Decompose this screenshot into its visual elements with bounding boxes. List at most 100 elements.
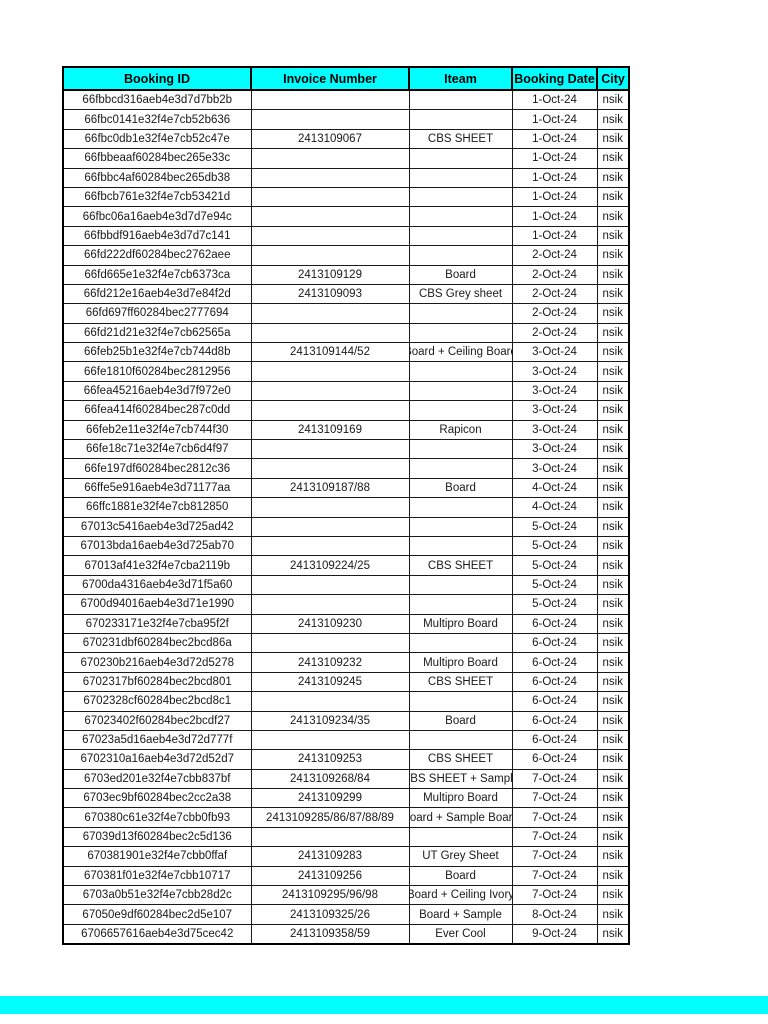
- cell-text: 2-Oct-24: [532, 326, 577, 339]
- cell-invoice-number: 2413109325/26: [250, 904, 410, 925]
- cell-text: nsik: [602, 850, 623, 863]
- cell-text: 3-Oct-24: [532, 365, 577, 378]
- cell-booking-id: 66fd665e1e32f4e7cb6373ca: [62, 264, 252, 285]
- cell-item: [408, 516, 513, 537]
- cell-text: nsik: [602, 695, 623, 708]
- cell-booking-date: 2-Oct-24: [511, 283, 598, 305]
- cell-text: 6-Oct-24: [532, 753, 577, 766]
- cell-booking-date: 4-Oct-24: [511, 497, 598, 518]
- table-row: 6702310a16aeb4e3d72d52d7 2413109253 CBS SH…: [62, 749, 630, 770]
- cell-text: 6702310a16aeb4e3d72d52d7: [80, 753, 235, 766]
- cell-text: 66fbc06a16aeb4e3d7d7e94c: [82, 210, 232, 223]
- cell-item: [408, 322, 513, 344]
- cell-text: 6700d94016aeb4e3d71e1990: [80, 598, 235, 611]
- cell-text: 670380c61e32f4e7cbb0fb93: [84, 811, 231, 824]
- cell-city: nsik: [596, 516, 630, 537]
- cell-text: 67039d13f60284bec2c5d136: [82, 831, 232, 844]
- table-row: 6702317bf60284bec2bcd801 2413109245 CBS SH…: [62, 671, 630, 693]
- cell-text: 66fbcb761e32f4e7cb53421d: [84, 191, 231, 204]
- cell-text: nsik: [602, 501, 623, 514]
- cell-text: nsik: [602, 734, 623, 747]
- cell-text: Board + Ceiling Ivory: [409, 889, 512, 902]
- cell-text: 6-Oct-24: [532, 714, 577, 727]
- cell-item: Ever Cool: [408, 923, 513, 945]
- cell-text: Board: [445, 268, 476, 281]
- cell-text: 66fbbcd316aeb4e3d7d7bb2b: [82, 94, 233, 107]
- cell-city: nsik: [596, 923, 630, 945]
- cell-booking-date: 6-Oct-24: [511, 652, 598, 673]
- cell-text: nsik: [602, 326, 623, 339]
- cell-text: 2413109325/26: [290, 908, 370, 921]
- cell-item: Multipro Board: [408, 652, 513, 673]
- cell-text: 2-Oct-24: [532, 249, 577, 262]
- cell-text: CBS SHEET: [427, 675, 494, 688]
- cell-text: 66fe18c71e32f4e7cb6d4f97: [85, 443, 229, 456]
- cell-text: 5-Oct-24: [532, 578, 577, 591]
- cell-invoice-number: 2413109187/88: [250, 477, 410, 499]
- cell-item: [408, 574, 513, 596]
- cell-text: 6706657616aeb4e3d75cec42: [81, 927, 234, 940]
- bookings-table: Booking ID Invoice Number Iteam Booking …: [62, 66, 630, 946]
- cell-text: nsik: [602, 404, 623, 417]
- cell-booking-date: 6-Oct-24: [511, 710, 598, 731]
- cell-booking-date: 5-Oct-24: [511, 516, 598, 537]
- cell-text: 2413109187/88: [290, 482, 370, 494]
- table-row: 66fbc0db1e32f4e7cb52c47e 2413109067 CBS SH…: [62, 128, 630, 150]
- table-row: 67013c5416aeb4e3d725ad42 5-Oct-24 nsik: [62, 516, 630, 537]
- cell-text: 2413109232: [298, 656, 362, 669]
- cell-text: 1-Oct-24: [532, 229, 577, 242]
- cell-text: Multipro Board: [423, 656, 498, 669]
- cell-invoice-number: [250, 826, 410, 848]
- cell-booking-date: 6-Oct-24: [511, 749, 598, 770]
- cell-booking-date: 2-Oct-24: [511, 322, 598, 344]
- cell-text: 6-Oct-24: [532, 637, 577, 650]
- cell-invoice-number: [250, 535, 410, 557]
- cell-text: 2-Oct-24: [532, 268, 577, 281]
- cell-city: nsik: [596, 826, 630, 848]
- cell-booking-id: 6700d94016aeb4e3d71e1990: [62, 594, 252, 615]
- table-row: 66feb2e11e32f4e7cb744f30 2413109169 Rapico…: [62, 419, 630, 441]
- cell-booking-date: 1-Oct-24: [511, 148, 598, 169]
- table-row: 6703ed201e32f4e7cbb837bf 2413109268/84 CBS…: [62, 768, 630, 790]
- cell-text: 7-Oct-24: [532, 850, 577, 863]
- cell-city: nsik: [596, 710, 630, 731]
- cell-booking-id: 67050e9df60284bec2d5e107: [62, 904, 252, 925]
- cell-booking-id: 6703ec9bf60284bec2cc2a38: [62, 788, 252, 809]
- cell-item: Board + Ceiling Board: [408, 342, 513, 363]
- cell-text: nsik: [602, 811, 623, 824]
- cell-city: nsik: [596, 225, 630, 247]
- cell-booking-id: 67023402f60284bec2bcdf27: [62, 710, 252, 731]
- cell-text: 66fe1810f60284bec2812956: [84, 365, 231, 378]
- cell-invoice-number: 2413109245: [250, 671, 410, 693]
- cell-booking-date: 3-Oct-24: [511, 380, 598, 402]
- cell-text: 66feb2e11e32f4e7cb744f30: [86, 423, 229, 436]
- cell-booking-id: 66fd222df60284bec2762aee: [62, 245, 252, 266]
- cell-text: 1-Oct-24: [532, 210, 577, 223]
- cell-booking-id: 670233171e32f4e7cba95f2f: [62, 613, 252, 634]
- cell-text: 6-Oct-24: [532, 656, 577, 669]
- cell-text: 2413109253: [298, 753, 362, 766]
- cell-booking-date: 3-Oct-24: [511, 361, 598, 382]
- cell-text: Board + Sample: [419, 908, 502, 921]
- cell-text: nsik: [602, 889, 623, 902]
- cell-text: nsik: [602, 656, 623, 669]
- cell-text: 7-Oct-24: [532, 869, 577, 882]
- cell-text: 670230b216aeb4e3d72d5278: [80, 656, 235, 669]
- cell-booking-id: 66fea45216aeb4e3d7f972e0: [62, 380, 252, 402]
- cell-text: 66fea414f60284bec287c0dd: [84, 404, 231, 417]
- cell-text: 3-Oct-24: [532, 423, 577, 436]
- cell-booking-id: 66fea414f60284bec287c0dd: [62, 400, 252, 421]
- cell-text: nsik: [602, 772, 623, 785]
- cell-text: 3-Oct-24: [532, 462, 577, 475]
- cell-invoice-number: [250, 361, 410, 382]
- cell-city: nsik: [596, 652, 630, 673]
- cell-booking-date: 7-Oct-24: [511, 865, 598, 887]
- cell-booking-date: 3-Oct-24: [511, 342, 598, 363]
- table-row: 6700d94016aeb4e3d71e1990 5-Oct-24 nsik: [62, 594, 630, 615]
- cell-text: nsik: [602, 229, 623, 242]
- cell-item: CBS SHEET: [408, 749, 513, 770]
- cell-item: CBS SHEET: [408, 555, 513, 576]
- cell-text: 2-Oct-24: [532, 288, 577, 301]
- cell-city: nsik: [596, 574, 630, 596]
- cell-booking-id: 6702317bf60284bec2bcd801: [62, 671, 252, 693]
